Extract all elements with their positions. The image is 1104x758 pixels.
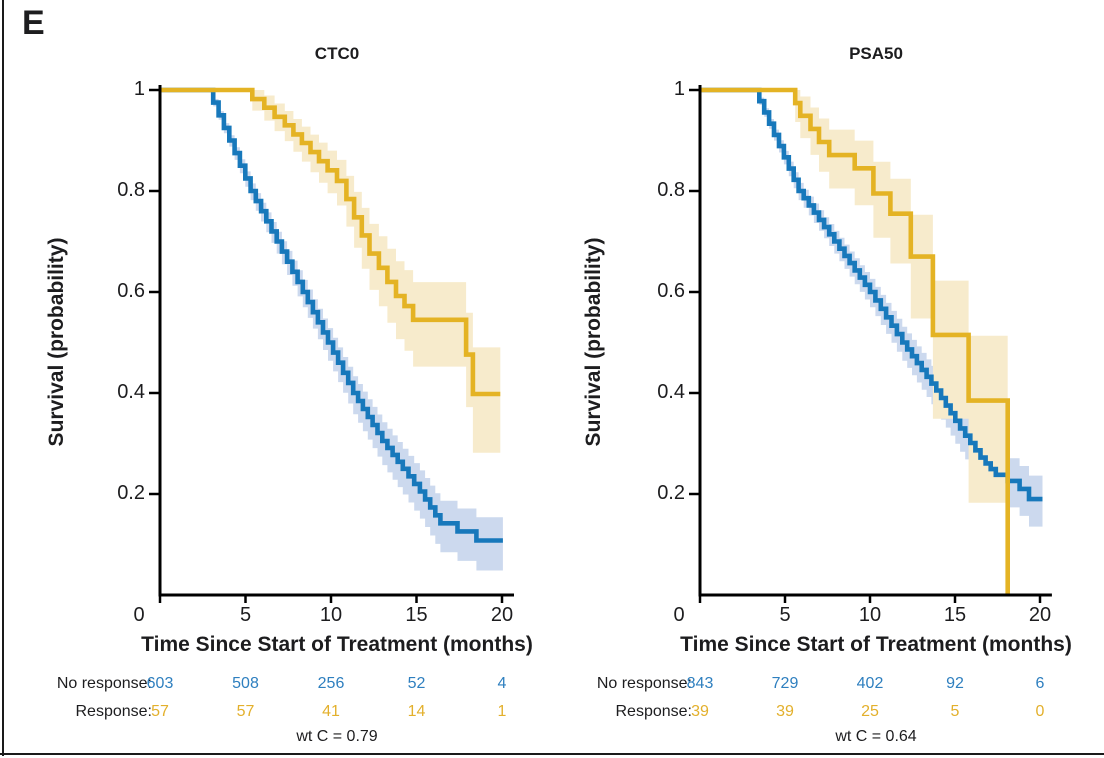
no-response-curve [160,87,503,543]
plot-title-psa50: PSA50 [849,44,903,63]
risk-count: 52 [407,675,426,692]
response-ci-band [252,90,501,453]
y-axis-label: Survival (probability) [582,237,605,447]
plot-title-ctc0: CTC0 [314,44,360,63]
figure-border-left [1,0,4,756]
x-tick-label: 0 [673,604,685,626]
y-axis-label: Survival (probability) [45,237,68,447]
risk-count: 25 [861,703,879,720]
no-response-ci-band [213,99,503,571]
x-tick-label: 15 [943,604,967,626]
risk-row-label-no-response: No response: [596,675,692,692]
risk-count: 0 [1035,703,1045,720]
risk-count: 5 [950,703,960,720]
y-tick-label: 0.4 [117,381,145,403]
x-tick-label: 5 [239,604,252,626]
figure-border-bottom [0,753,1104,755]
risk-count: 6 [1035,675,1045,692]
risk-count: 508 [232,675,259,692]
risk-count: 14 [407,703,426,720]
x-tick-label: 0 [133,604,145,626]
risk-count: 39 [776,703,794,720]
y-tick-label: 0.2 [117,482,145,504]
no-response-curve [700,87,1043,502]
y-tick-label: 0.2 [657,482,685,504]
x-tick-label: 15 [405,604,428,626]
y-tick-label: 0.8 [657,179,685,201]
risk-count: 843 [686,675,714,692]
risk-row-label-no-response: No response: [56,675,152,692]
risk-count: 729 [771,675,799,692]
y-tick-label: 1 [673,78,685,100]
response-curve [160,87,501,397]
x-axis-label: Time Since Start of Treatment (months) [680,633,1072,656]
x-tick-label: 5 [779,604,791,626]
x-tick-label: 10 [319,604,343,626]
risk-count: 603 [146,675,174,692]
y-tick-label: 0.8 [117,179,145,201]
no-response-ci-band [759,97,1043,527]
panel-label: E [22,4,45,42]
x-tick-label: 20 [1028,604,1052,626]
concordance-annotation: wt C = 0.64 [835,728,917,745]
risk-count: 57 [151,703,169,720]
x-tick-label: 10 [858,604,882,626]
y-tick-label: 0.6 [117,280,145,302]
concordance-annotation: wt C = 0.79 [296,728,378,745]
risk-row-label-response: Response: [615,703,693,720]
risk-count: 256 [317,675,345,692]
y-tick-label: 0.6 [657,280,685,302]
x-tick-label: 20 [490,604,514,626]
risk-count: 92 [946,675,964,692]
risk-count: 1 [497,703,507,720]
response-ci-band [795,90,1008,589]
risk-count: 57 [236,703,255,720]
risk-row-label-response: Response: [75,703,153,720]
risk-count: 402 [856,675,884,692]
risk-count: 39 [691,703,709,720]
x-axis-label: Time Since Start of Treatment (months) [141,633,533,656]
risk-count: 41 [322,703,340,720]
response-curve [700,87,1010,595]
y-tick-label: 1 [133,78,145,100]
y-tick-label: 0.4 [657,381,685,403]
risk-count: 4 [497,675,507,692]
